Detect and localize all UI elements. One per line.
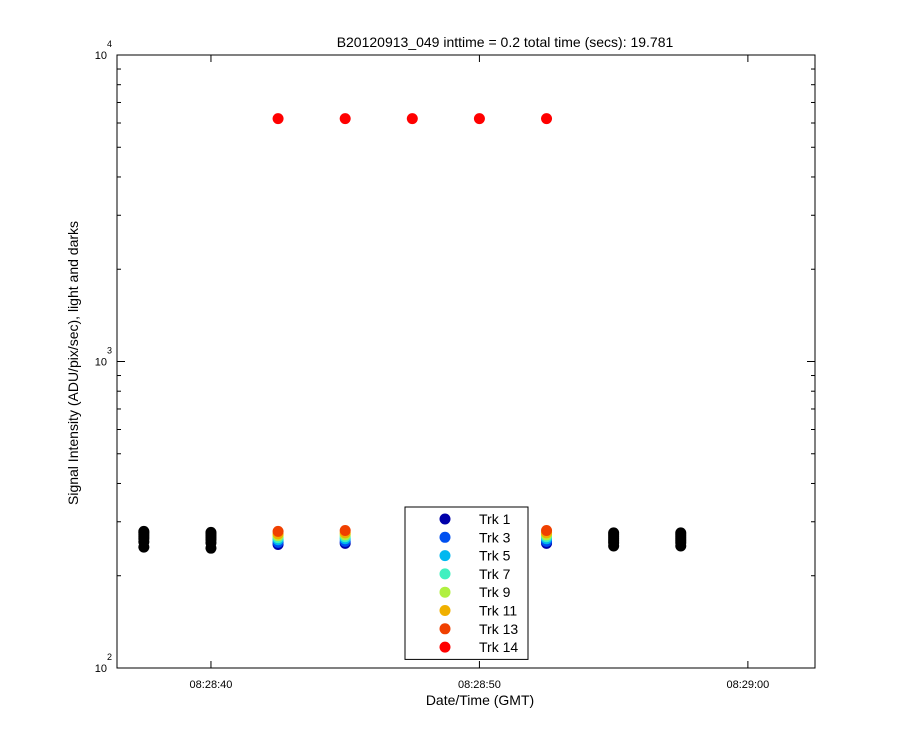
data-point-dark xyxy=(138,525,150,537)
y-tick-mantissa: 10 xyxy=(95,357,107,369)
legend-marker xyxy=(439,568,451,580)
legend-box xyxy=(404,506,529,660)
legend-item: Trk 13 xyxy=(439,621,518,637)
legend-item: Trk 14 xyxy=(439,639,518,655)
legend-label: Trk 7 xyxy=(479,566,511,582)
legend-marker xyxy=(439,531,451,543)
legend-label: Trk 3 xyxy=(479,529,511,545)
y-axis-label: Signal Intensity (ADU/pix/sec), light an… xyxy=(65,221,81,505)
data-point-dark xyxy=(675,527,687,539)
legend-label: Trk 11 xyxy=(479,603,517,619)
major-ticks xyxy=(117,54,815,669)
data-point-trk-14 xyxy=(272,113,284,125)
legend-label: Trk 9 xyxy=(479,584,511,600)
chart-title: B20120913_049 inttime = 0.2 total time (… xyxy=(337,34,674,50)
legend-item: Trk 9 xyxy=(439,584,511,600)
plot-area xyxy=(116,54,816,669)
legend-label: Trk 5 xyxy=(479,548,511,564)
data-points xyxy=(138,113,687,554)
data-point-trk-13 xyxy=(272,525,284,537)
legend-marker xyxy=(439,605,451,616)
legend-marker xyxy=(439,641,451,653)
legend-marker xyxy=(439,586,451,598)
data-point-trk-14 xyxy=(473,113,485,125)
y-tick-label: 104 xyxy=(95,39,112,62)
legend-marker xyxy=(439,513,451,525)
data-point-trk-13 xyxy=(541,524,553,536)
legend-marker xyxy=(439,623,451,635)
y-tick-exponent: 2 xyxy=(107,652,112,662)
y-tick-mantissa: 10 xyxy=(95,50,107,62)
legend-item: Trk 3 xyxy=(439,529,511,545)
y-tick-exponent: 4 xyxy=(107,39,112,49)
data-point-trk-14 xyxy=(406,113,418,125)
legend-label: Trk 13 xyxy=(479,621,518,637)
legend-marker xyxy=(439,550,451,562)
x-tick-labels: 08:28:40 08:28:50 08:29:00 xyxy=(190,679,770,691)
x-axis-label: Date/Time (GMT) xyxy=(426,692,534,708)
legend-item: Trk 5 xyxy=(439,548,511,564)
data-point-dark xyxy=(608,527,620,539)
legend-label: Trk 14 xyxy=(479,639,518,655)
x-tick-label: 08:29:00 xyxy=(726,679,769,691)
legend: Trk 1 Trk 3 Trk 5 Trk 7 Trk 9 Trk 11 Trk 13 Trk… xyxy=(404,506,529,660)
y-tick-mantissa: 10 xyxy=(95,663,107,675)
legend-item: Trk 7 xyxy=(439,566,511,582)
data-point-dark xyxy=(205,526,217,538)
data-point-trk-14 xyxy=(541,113,553,125)
data-point-trk-14 xyxy=(339,113,351,125)
y-tick-exponent: 3 xyxy=(107,346,112,356)
x-tick-label: 08:28:40 xyxy=(190,679,233,691)
data-point-trk-13 xyxy=(339,524,351,536)
legend-label: Trk 1 xyxy=(479,511,511,527)
legend-item: Trk 1 xyxy=(439,511,511,527)
y-tick-label: 103 xyxy=(95,346,112,369)
x-tick-label: 08:28:50 xyxy=(458,679,501,691)
y-tick-label: 102 xyxy=(95,652,112,675)
legend-item: Trk 11 xyxy=(439,603,517,619)
minor-ticks xyxy=(117,68,815,577)
